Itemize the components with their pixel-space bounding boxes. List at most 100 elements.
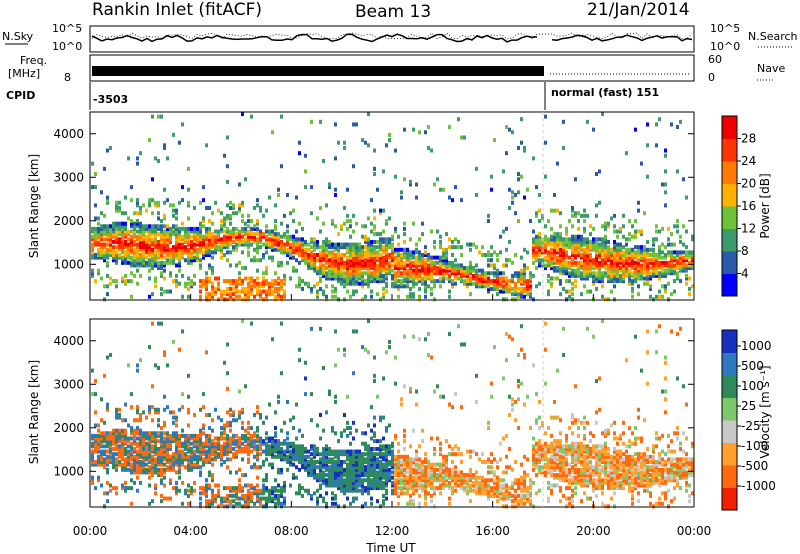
velocity-cell: [412, 491, 415, 496]
colorbar-swatch: [722, 161, 737, 184]
power-cell: [325, 273, 328, 278]
power-cell: [613, 213, 616, 218]
power-cell: [187, 250, 190, 255]
power-cell: [202, 185, 205, 190]
power-cell: [220, 224, 223, 229]
velocity-cell: [292, 444, 295, 449]
power-cell: [139, 234, 142, 239]
power-cell: [547, 253, 550, 257]
power-cell: [643, 247, 646, 252]
power-cell: [175, 281, 178, 286]
velocity-cell: [304, 360, 307, 365]
velocity-cell: [211, 449, 214, 454]
velocity-cell: [151, 418, 154, 423]
power-cell: [400, 273, 403, 278]
velocity-cell: [379, 480, 382, 485]
power-cell: [460, 135, 463, 140]
power-cell: [559, 237, 562, 242]
nave-tick-top: 60: [708, 53, 722, 66]
velocity-cell: [394, 454, 397, 459]
velocity-cell: [169, 465, 172, 470]
power-cell: [112, 226, 115, 231]
velocity-cell: [244, 493, 247, 498]
power-cell: [208, 242, 211, 247]
power-cell: [415, 258, 418, 263]
velocity-cell: [238, 467, 241, 472]
power-cell: [268, 229, 271, 234]
velocity-cell: [181, 480, 184, 485]
power-cell: [487, 279, 490, 284]
power-cell: [586, 255, 589, 260]
power-cell: [271, 289, 274, 294]
power-cell: [565, 253, 568, 257]
velocity-cell: [328, 467, 331, 472]
velocity-cell: [151, 499, 154, 504]
power-cell: [667, 271, 670, 276]
power-cell: [172, 203, 175, 208]
power-cell: [481, 245, 484, 250]
power-cell: [475, 245, 478, 250]
power-cell: [535, 245, 538, 250]
power-cell: [187, 255, 190, 260]
velocity-cell: [220, 418, 223, 423]
velocity-cell: [244, 384, 247, 389]
power-cell: [208, 245, 211, 250]
power-cell: [577, 242, 580, 247]
velocity-cell: [394, 483, 397, 488]
power-cell: [136, 263, 139, 268]
colorbar-tick-label: 4: [741, 267, 749, 281]
velocity-cell: [145, 470, 148, 475]
power-cell: [571, 224, 574, 229]
power-cell: [475, 276, 478, 281]
power-cell: [553, 255, 556, 260]
power-cell: [370, 253, 373, 257]
velocity-cell: [289, 418, 292, 423]
velocity-cell: [136, 460, 139, 464]
power-cell: [367, 263, 370, 268]
power-cell: [562, 263, 565, 268]
power-cell: [124, 258, 127, 263]
power-cell: [217, 297, 220, 302]
velocity-cell: [346, 426, 349, 431]
power-cell: [445, 271, 448, 276]
power-cell: [361, 224, 364, 229]
velocity-cell: [274, 426, 277, 431]
velocity-cell: [238, 415, 241, 420]
power-cell: [256, 239, 259, 244]
velocity-cell: [397, 473, 400, 478]
power-cell: [646, 250, 649, 255]
velocity-cell: [319, 473, 322, 478]
power-cell: [526, 279, 529, 284]
power-cell: [247, 229, 250, 234]
power-cell: [679, 250, 682, 255]
power-cell: [148, 247, 151, 252]
power-cell: [196, 247, 199, 252]
power-cell: [280, 284, 283, 289]
velocity-cell: [379, 444, 382, 449]
velocity-cell: [205, 449, 208, 454]
velocity-cell: [340, 480, 343, 485]
power-cell: [193, 206, 196, 210]
power-cell: [154, 284, 157, 289]
velocity-cell: [343, 480, 346, 485]
power-cell: [160, 250, 163, 255]
velocity-cell: [229, 441, 232, 446]
velocity-cell: [199, 457, 202, 462]
power-cell: [613, 239, 616, 244]
power-cell: [103, 250, 106, 255]
power-cell: [577, 239, 580, 244]
velocity-cell: [265, 475, 268, 480]
power-cell: [349, 255, 352, 260]
velocity-cell: [274, 493, 277, 498]
velocity-cell: [187, 488, 190, 493]
power-cell: [610, 216, 613, 221]
power-cell: [616, 234, 619, 239]
velocity-cell: [235, 488, 238, 493]
power-cell: [343, 140, 346, 145]
power-cell: [421, 253, 424, 257]
power-cell: [175, 245, 178, 250]
power-cell: [628, 281, 631, 286]
power-cell: [382, 286, 385, 291]
power-cell: [589, 239, 592, 244]
power-cell: [181, 122, 184, 127]
